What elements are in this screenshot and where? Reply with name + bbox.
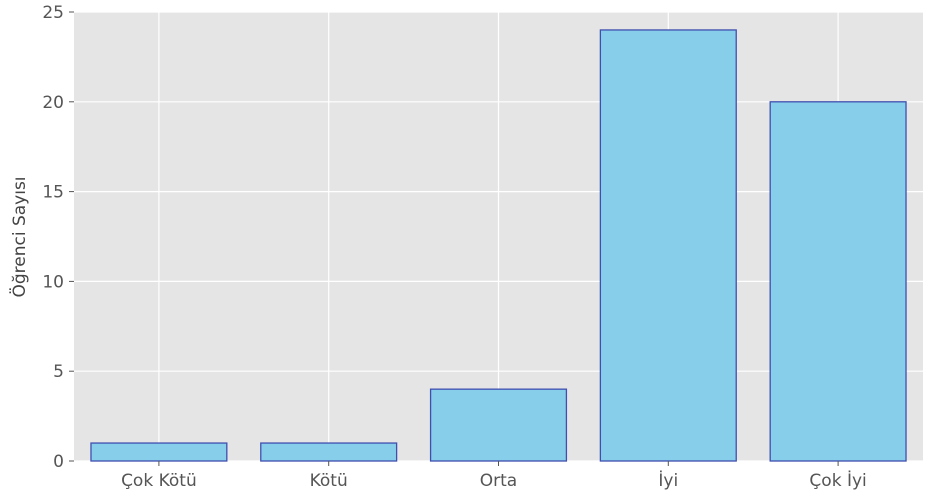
bar bbox=[429, 388, 568, 462]
y-tick-label: 25 bbox=[42, 3, 64, 23]
x-tick-label: İyi bbox=[658, 470, 678, 491]
y-tick-label: 15 bbox=[42, 183, 64, 203]
bar bbox=[599, 29, 737, 462]
x-tick-label: Kötü bbox=[310, 471, 348, 491]
x-tick-label: Çok İyi bbox=[809, 470, 866, 491]
x-tick-label: Çok Kötü bbox=[121, 471, 197, 491]
x-tick-label: Orta bbox=[480, 471, 517, 491]
bar bbox=[260, 442, 398, 462]
y-tick-label: 20 bbox=[42, 93, 64, 113]
tick-layer: 0 5 10 15 20 25 Çok Kötü Kötü Orta İyi Çok İyi bbox=[42, 3, 866, 491]
y-tick-label: 0 bbox=[53, 452, 64, 472]
y-tick-label: 10 bbox=[42, 272, 64, 292]
bar bbox=[769, 101, 907, 462]
y-tick-label: 5 bbox=[53, 362, 64, 382]
y-axis-label: Öğrenci Sayısı bbox=[8, 176, 30, 297]
bar bbox=[90, 442, 228, 462]
bar-layer bbox=[90, 29, 907, 462]
